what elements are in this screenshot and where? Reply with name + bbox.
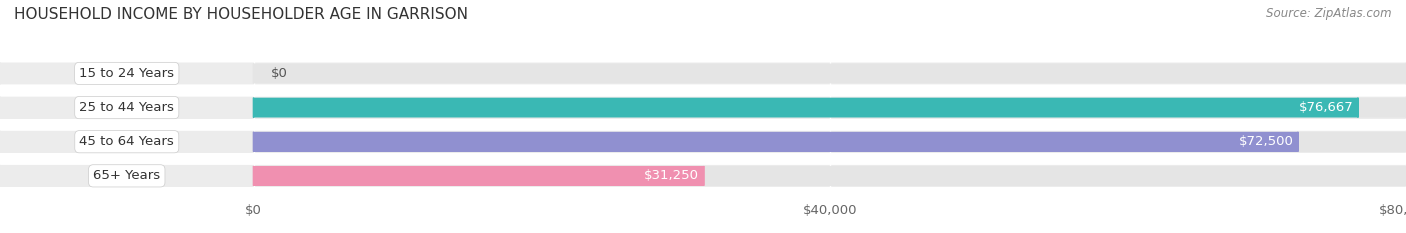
- Bar: [253, 98, 1358, 117]
- FancyBboxPatch shape: [253, 166, 704, 186]
- FancyBboxPatch shape: [0, 165, 1406, 187]
- Text: HOUSEHOLD INCOME BY HOUSEHOLDER AGE IN GARRISON: HOUSEHOLD INCOME BY HOUSEHOLDER AGE IN G…: [14, 7, 468, 22]
- Bar: [253, 166, 1406, 186]
- Text: 65+ Years: 65+ Years: [93, 169, 160, 182]
- Text: $0: $0: [271, 67, 288, 80]
- FancyBboxPatch shape: [0, 131, 1406, 153]
- Bar: [0, 165, 1406, 187]
- FancyBboxPatch shape: [253, 98, 1358, 117]
- Bar: [253, 166, 704, 186]
- Text: 15 to 24 Years: 15 to 24 Years: [79, 67, 174, 80]
- Bar: [253, 98, 1406, 117]
- Text: Source: ZipAtlas.com: Source: ZipAtlas.com: [1267, 7, 1392, 20]
- Bar: [253, 132, 1406, 152]
- FancyBboxPatch shape: [0, 62, 1406, 84]
- Bar: [253, 132, 1298, 152]
- FancyBboxPatch shape: [253, 166, 1406, 186]
- Text: 25 to 44 Years: 25 to 44 Years: [79, 101, 174, 114]
- Text: $31,250: $31,250: [644, 169, 699, 182]
- Text: $72,500: $72,500: [1239, 135, 1294, 148]
- Bar: [0, 62, 1406, 84]
- FancyBboxPatch shape: [253, 132, 1298, 152]
- Text: 45 to 64 Years: 45 to 64 Years: [79, 135, 174, 148]
- FancyBboxPatch shape: [0, 97, 1406, 119]
- FancyBboxPatch shape: [253, 98, 1406, 117]
- Bar: [0, 97, 1406, 119]
- FancyBboxPatch shape: [253, 132, 1406, 152]
- Text: $76,667: $76,667: [1299, 101, 1354, 114]
- Bar: [253, 64, 1406, 83]
- FancyBboxPatch shape: [253, 64, 1406, 83]
- Bar: [0, 131, 1406, 153]
